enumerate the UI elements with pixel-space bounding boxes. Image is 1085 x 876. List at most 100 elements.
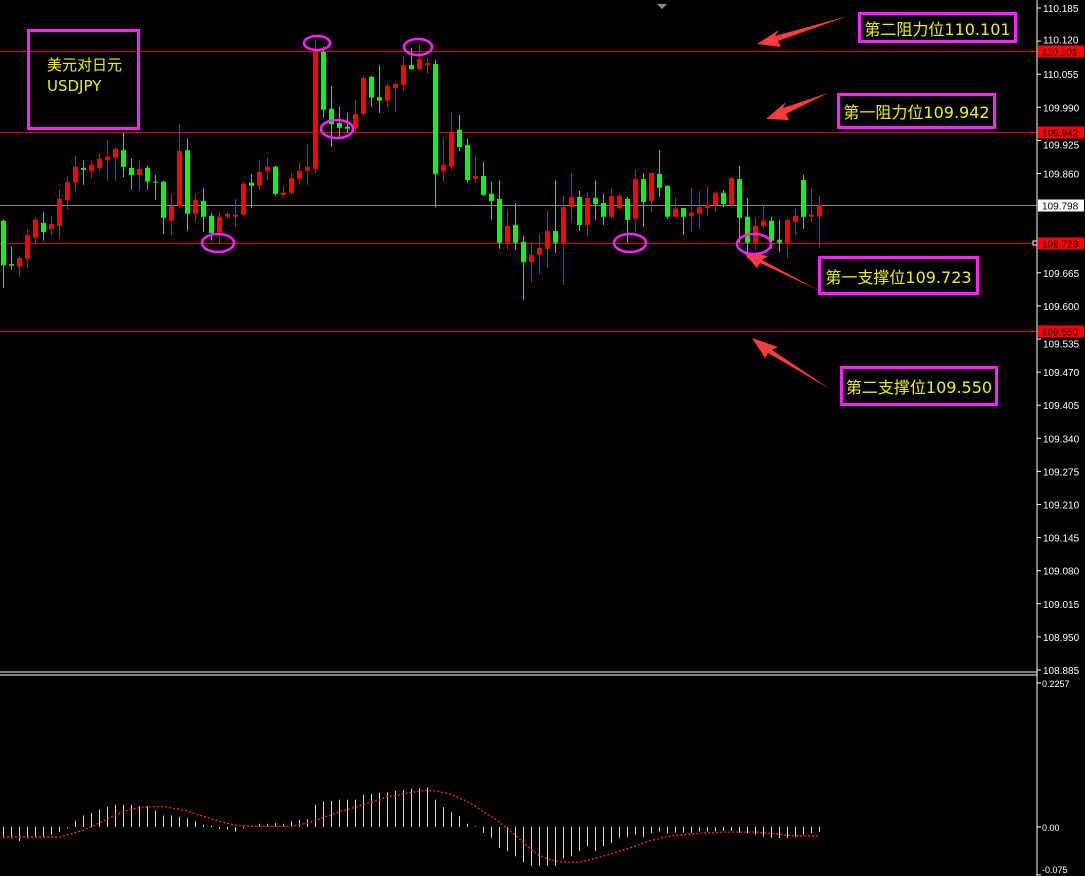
y-tick-label: 110.185 bbox=[1043, 4, 1079, 15]
y-tick-label: 109.080 bbox=[1043, 567, 1080, 578]
candle-bear bbox=[649, 172, 654, 201]
candle-bear bbox=[65, 181, 70, 200]
candle-bull bbox=[409, 65, 414, 70]
candle-bear bbox=[545, 231, 550, 249]
candle-bear bbox=[401, 65, 406, 85]
candle-bear bbox=[729, 178, 734, 206]
candle-bear bbox=[33, 219, 38, 238]
candle-bear bbox=[425, 62, 430, 66]
level-price-tag bbox=[1038, 325, 1084, 338]
candle-bear bbox=[17, 258, 22, 267]
candle-bear bbox=[793, 215, 798, 222]
candle-bull bbox=[161, 181, 166, 218]
candle-bear bbox=[785, 219, 790, 243]
candle-bull bbox=[665, 185, 670, 217]
resistance-1-label: 第一阻力位109.942 bbox=[837, 93, 996, 129]
y-tick-label: 109.275 bbox=[1043, 467, 1080, 478]
candle-bull bbox=[249, 182, 254, 186]
candle-bear bbox=[57, 198, 62, 226]
level-price-label: 109.723 bbox=[1042, 240, 1079, 251]
candle-bull bbox=[1, 220, 6, 266]
candle-bull bbox=[321, 51, 326, 110]
candle-bull bbox=[745, 216, 750, 243]
y-tick-label: 109.990 bbox=[1043, 103, 1080, 114]
support-1-label: 第一支撑位109.723 bbox=[818, 256, 979, 295]
candle-bull bbox=[497, 198, 502, 243]
y-tick-label: 110.055 bbox=[1043, 70, 1079, 81]
symbol-name-cn: 美元对日元 bbox=[47, 56, 123, 74]
y-tick-label: 110.120 bbox=[1043, 36, 1079, 47]
symbol-name: USDJPY bbox=[47, 77, 102, 95]
level-price-label: 109.942 bbox=[1042, 129, 1079, 140]
candle-bull bbox=[433, 64, 438, 175]
candle-bear bbox=[89, 164, 94, 171]
candle-bear bbox=[633, 179, 638, 219]
candle-bull bbox=[681, 208, 686, 217]
y-tick-label: 109.405 bbox=[1043, 401, 1080, 412]
candle-bear bbox=[393, 83, 398, 88]
y-tick-label: 109.665 bbox=[1043, 269, 1080, 280]
candle-bull bbox=[209, 215, 214, 234]
candle-bull bbox=[577, 196, 582, 225]
candle-bear bbox=[537, 247, 542, 255]
candle-bear bbox=[305, 166, 310, 171]
candle-bull bbox=[489, 193, 494, 201]
current-price-tag bbox=[1038, 199, 1084, 212]
arrow-r2-icon bbox=[757, 16, 848, 47]
candle-bear bbox=[113, 149, 118, 158]
y-tick-label: 108.950 bbox=[1043, 633, 1080, 644]
arrow-s2-icon bbox=[752, 338, 830, 389]
candle-bull bbox=[513, 224, 518, 243]
candle-bull bbox=[737, 179, 742, 218]
candle-bear bbox=[505, 225, 510, 243]
y-tick-label: 109.145 bbox=[1043, 534, 1080, 545]
level-price-tag bbox=[1038, 237, 1084, 250]
macd-signal-line bbox=[3, 789, 819, 863]
resistance-2-label: 第二阻力位110.101 bbox=[858, 12, 1017, 43]
candle-bear bbox=[569, 196, 574, 208]
y-tick-label: 109.340 bbox=[1043, 434, 1080, 445]
candle-bear bbox=[97, 158, 102, 168]
candle-bear bbox=[705, 205, 710, 209]
candle-bear bbox=[73, 166, 78, 183]
resistance-marker-ellipse bbox=[319, 118, 355, 140]
candle-bear bbox=[817, 205, 822, 217]
candle-bear bbox=[353, 113, 358, 129]
y-tick-label: 109.210 bbox=[1043, 501, 1080, 512]
candle-bear bbox=[313, 50, 318, 169]
candle-bear bbox=[193, 199, 198, 214]
candle-bear bbox=[609, 195, 614, 217]
candle-bear bbox=[105, 156, 110, 160]
candle-bull bbox=[601, 203, 606, 217]
candle-bull bbox=[377, 97, 382, 101]
candle-bear bbox=[137, 168, 142, 176]
candle-bear bbox=[49, 223, 54, 230]
candle-bull bbox=[641, 179, 646, 203]
candle-bear bbox=[385, 85, 390, 101]
candle-bull bbox=[185, 150, 190, 214]
candle-bull bbox=[153, 181, 158, 183]
candle-bull bbox=[481, 176, 486, 195]
candle-bull bbox=[769, 220, 774, 241]
candle-bear bbox=[241, 183, 246, 215]
candle-bear bbox=[265, 166, 270, 171]
chart-shift-marker-icon[interactable] bbox=[657, 4, 667, 9]
candle-bear bbox=[697, 207, 702, 214]
candle-bear bbox=[809, 214, 814, 217]
arrow-s1-icon bbox=[742, 251, 818, 290]
candle-bear bbox=[25, 235, 30, 260]
candle-bull bbox=[9, 264, 14, 266]
candle-bear bbox=[449, 131, 454, 167]
candle-bear bbox=[281, 192, 286, 195]
support-2-label: 第二支撑位109.550 bbox=[840, 366, 998, 406]
candle-bull bbox=[553, 231, 558, 243]
candle-bear bbox=[673, 208, 678, 217]
candle-bull bbox=[593, 197, 598, 205]
y-tick-label: 109.535 bbox=[1043, 340, 1080, 351]
candle-bear bbox=[169, 206, 174, 221]
level-price-label: 110.101 bbox=[1042, 48, 1078, 59]
current-price-label: 109.798 bbox=[1042, 202, 1079, 213]
candle-bear bbox=[289, 178, 294, 193]
candle-bear bbox=[217, 216, 222, 233]
